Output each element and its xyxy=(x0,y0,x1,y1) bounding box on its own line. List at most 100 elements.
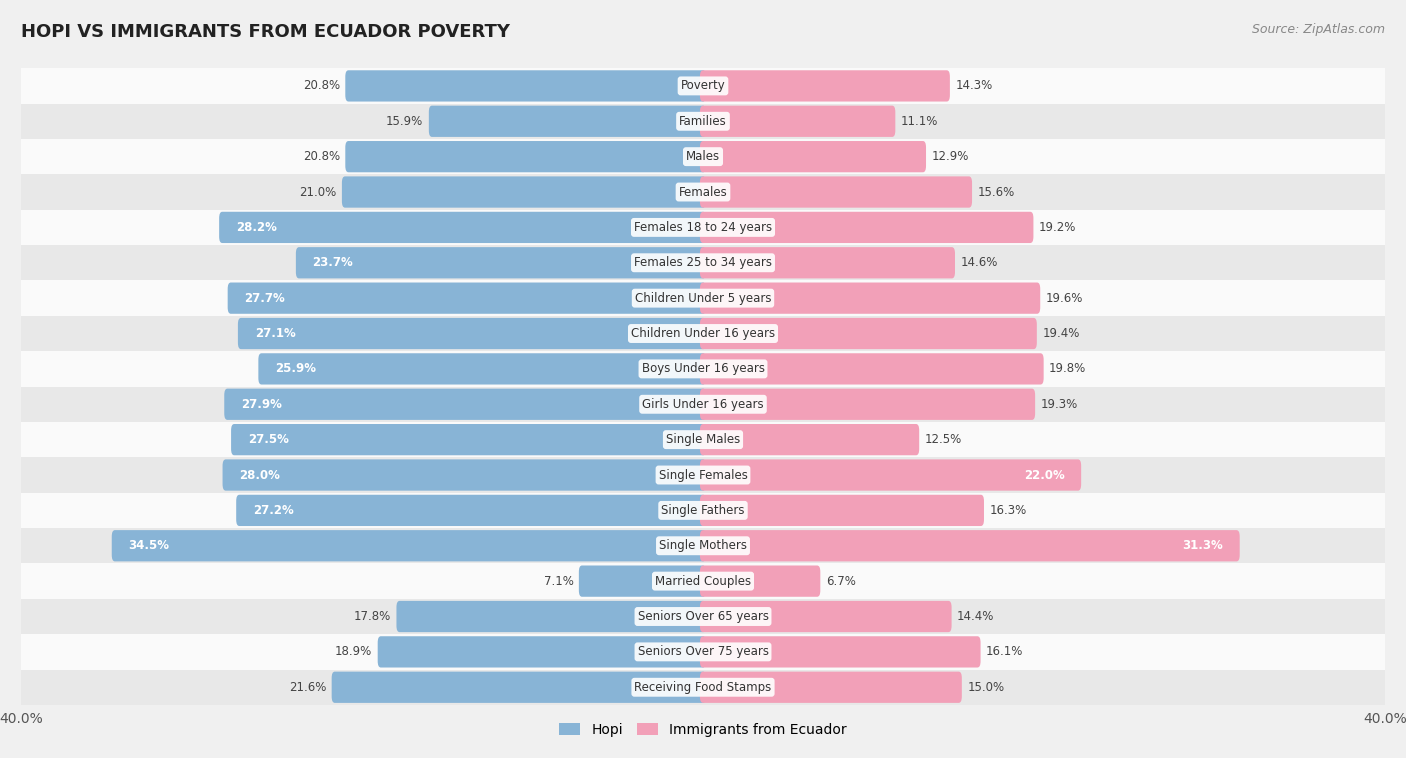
FancyBboxPatch shape xyxy=(21,174,1385,210)
FancyBboxPatch shape xyxy=(332,672,706,703)
FancyBboxPatch shape xyxy=(700,636,980,668)
FancyBboxPatch shape xyxy=(225,389,706,420)
FancyBboxPatch shape xyxy=(21,245,1385,280)
FancyBboxPatch shape xyxy=(378,636,706,668)
FancyBboxPatch shape xyxy=(228,283,706,314)
Text: 11.1%: 11.1% xyxy=(901,114,938,128)
Text: 14.4%: 14.4% xyxy=(957,610,994,623)
Text: 15.9%: 15.9% xyxy=(387,114,423,128)
Text: Poverty: Poverty xyxy=(681,80,725,92)
FancyBboxPatch shape xyxy=(579,565,706,597)
FancyBboxPatch shape xyxy=(700,495,984,526)
Text: 16.1%: 16.1% xyxy=(986,645,1024,659)
FancyBboxPatch shape xyxy=(231,424,706,456)
FancyBboxPatch shape xyxy=(700,565,820,597)
Text: 15.6%: 15.6% xyxy=(977,186,1015,199)
FancyBboxPatch shape xyxy=(219,211,706,243)
Text: 27.5%: 27.5% xyxy=(247,433,288,446)
Text: 17.8%: 17.8% xyxy=(354,610,391,623)
FancyBboxPatch shape xyxy=(21,669,1385,705)
Text: 7.1%: 7.1% xyxy=(544,575,574,587)
FancyBboxPatch shape xyxy=(700,177,972,208)
FancyBboxPatch shape xyxy=(21,457,1385,493)
FancyBboxPatch shape xyxy=(346,141,706,172)
FancyBboxPatch shape xyxy=(21,210,1385,245)
FancyBboxPatch shape xyxy=(429,105,706,137)
FancyBboxPatch shape xyxy=(700,672,962,703)
FancyBboxPatch shape xyxy=(700,424,920,456)
Text: Females 18 to 24 years: Females 18 to 24 years xyxy=(634,221,772,234)
Text: 19.3%: 19.3% xyxy=(1040,398,1078,411)
Text: Families: Families xyxy=(679,114,727,128)
FancyBboxPatch shape xyxy=(700,283,1040,314)
Text: 16.3%: 16.3% xyxy=(990,504,1026,517)
Text: 28.2%: 28.2% xyxy=(236,221,277,234)
FancyBboxPatch shape xyxy=(21,316,1385,351)
Text: 23.7%: 23.7% xyxy=(312,256,353,269)
FancyBboxPatch shape xyxy=(21,563,1385,599)
FancyBboxPatch shape xyxy=(700,211,1033,243)
Text: Receiving Food Stamps: Receiving Food Stamps xyxy=(634,681,772,694)
FancyBboxPatch shape xyxy=(700,459,1081,490)
Text: 14.3%: 14.3% xyxy=(955,80,993,92)
Text: 19.6%: 19.6% xyxy=(1046,292,1083,305)
Text: 18.9%: 18.9% xyxy=(335,645,373,659)
Text: 21.0%: 21.0% xyxy=(299,186,336,199)
Text: 27.9%: 27.9% xyxy=(240,398,281,411)
Text: Single Fathers: Single Fathers xyxy=(661,504,745,517)
Text: 15.0%: 15.0% xyxy=(967,681,1004,694)
FancyBboxPatch shape xyxy=(21,422,1385,457)
FancyBboxPatch shape xyxy=(700,70,950,102)
FancyBboxPatch shape xyxy=(21,68,1385,104)
Text: 12.5%: 12.5% xyxy=(925,433,962,446)
FancyBboxPatch shape xyxy=(238,318,706,349)
FancyBboxPatch shape xyxy=(222,459,706,490)
Text: Children Under 5 years: Children Under 5 years xyxy=(634,292,772,305)
Text: Seniors Over 75 years: Seniors Over 75 years xyxy=(637,645,769,659)
FancyBboxPatch shape xyxy=(21,104,1385,139)
Text: HOPI VS IMMIGRANTS FROM ECUADOR POVERTY: HOPI VS IMMIGRANTS FROM ECUADOR POVERTY xyxy=(21,23,510,41)
Legend: Hopi, Immigrants from Ecuador: Hopi, Immigrants from Ecuador xyxy=(554,718,852,743)
FancyBboxPatch shape xyxy=(111,530,706,562)
FancyBboxPatch shape xyxy=(21,387,1385,422)
Text: 27.7%: 27.7% xyxy=(245,292,285,305)
Text: 20.8%: 20.8% xyxy=(302,80,340,92)
Text: 31.3%: 31.3% xyxy=(1182,539,1223,553)
Text: 12.9%: 12.9% xyxy=(931,150,969,163)
FancyBboxPatch shape xyxy=(700,105,896,137)
FancyBboxPatch shape xyxy=(21,599,1385,634)
Text: 34.5%: 34.5% xyxy=(128,539,170,553)
Text: Single Mothers: Single Mothers xyxy=(659,539,747,553)
FancyBboxPatch shape xyxy=(21,634,1385,669)
FancyBboxPatch shape xyxy=(21,139,1385,174)
FancyBboxPatch shape xyxy=(700,247,955,278)
FancyBboxPatch shape xyxy=(21,493,1385,528)
Text: 28.0%: 28.0% xyxy=(239,468,280,481)
Text: Girls Under 16 years: Girls Under 16 years xyxy=(643,398,763,411)
Text: Married Couples: Married Couples xyxy=(655,575,751,587)
FancyBboxPatch shape xyxy=(700,389,1035,420)
Text: 21.6%: 21.6% xyxy=(288,681,326,694)
Text: Females: Females xyxy=(679,186,727,199)
Text: 25.9%: 25.9% xyxy=(276,362,316,375)
Text: 22.0%: 22.0% xyxy=(1024,468,1064,481)
FancyBboxPatch shape xyxy=(700,530,1240,562)
FancyBboxPatch shape xyxy=(236,495,706,526)
FancyBboxPatch shape xyxy=(21,351,1385,387)
FancyBboxPatch shape xyxy=(21,528,1385,563)
Text: Single Females: Single Females xyxy=(658,468,748,481)
FancyBboxPatch shape xyxy=(700,601,952,632)
Text: Boys Under 16 years: Boys Under 16 years xyxy=(641,362,765,375)
FancyBboxPatch shape xyxy=(700,318,1036,349)
Text: 27.2%: 27.2% xyxy=(253,504,294,517)
FancyBboxPatch shape xyxy=(21,280,1385,316)
FancyBboxPatch shape xyxy=(346,70,706,102)
Text: 19.2%: 19.2% xyxy=(1039,221,1076,234)
FancyBboxPatch shape xyxy=(259,353,706,384)
Text: Females 25 to 34 years: Females 25 to 34 years xyxy=(634,256,772,269)
FancyBboxPatch shape xyxy=(342,177,706,208)
Text: 27.1%: 27.1% xyxy=(254,327,295,340)
Text: 19.8%: 19.8% xyxy=(1049,362,1087,375)
Text: Males: Males xyxy=(686,150,720,163)
Text: 6.7%: 6.7% xyxy=(825,575,856,587)
